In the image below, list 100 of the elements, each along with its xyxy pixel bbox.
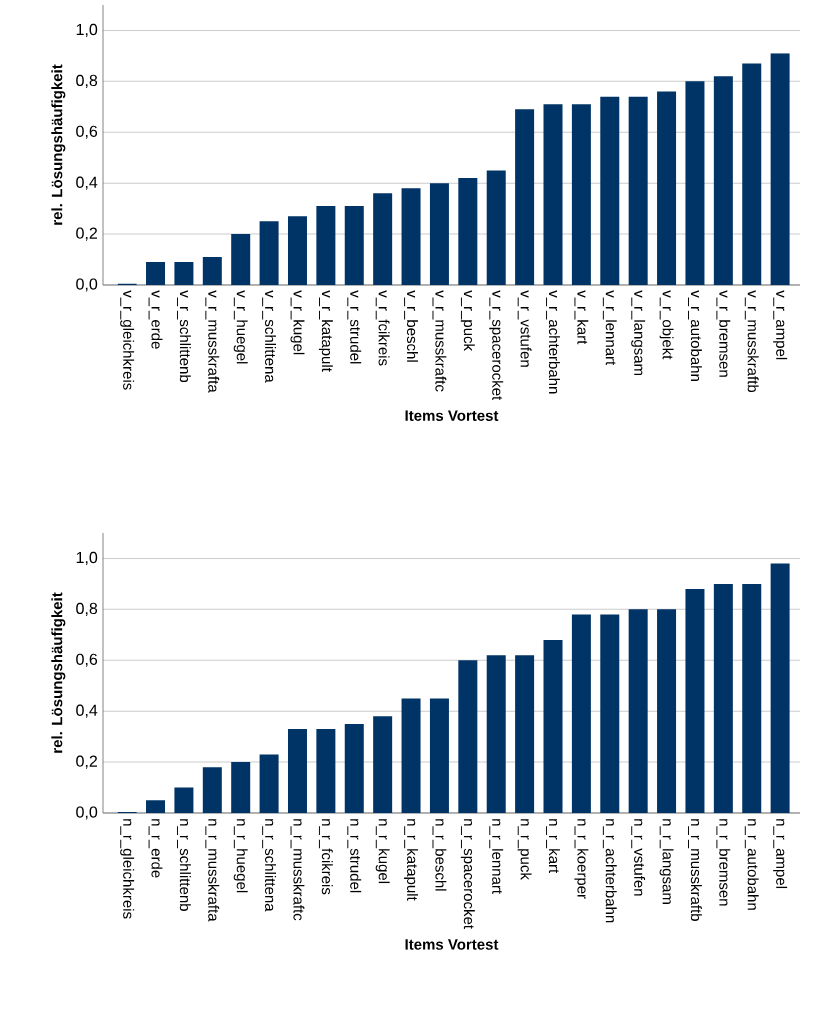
x-tick-label: v_r_musskrafta — [205, 290, 220, 393]
bar — [515, 109, 535, 285]
x-tick-label: n_r_huegel — [233, 819, 248, 893]
x-tick-label: v_r_lennart — [602, 290, 617, 366]
x-tick-label: n_r_schlittena — [262, 819, 277, 912]
x-tick-label: v_r_kugel — [290, 290, 305, 355]
x-tick-label: v_r_schlittenb — [176, 290, 191, 383]
bar — [316, 729, 336, 813]
x-tick-label: n_r_puck — [517, 819, 532, 880]
x-tick-label: n_r_kart — [546, 819, 560, 874]
x-axis-title: Items Vortest — [405, 410, 499, 421]
x-tick-label: n_r_musskraftb — [688, 819, 702, 921]
bar — [174, 787, 194, 813]
bar — [344, 206, 364, 285]
bar — [685, 81, 705, 285]
bar — [202, 767, 222, 813]
x-tick-label: v_r_fcikreis — [375, 290, 390, 366]
y-tick-label: 0,8 — [76, 602, 98, 616]
x-tick-label: v_r_puck — [460, 290, 475, 352]
x-tick-label: n_r_koerper — [574, 819, 589, 899]
bar — [287, 216, 307, 285]
x-tick-label: v_r_musskraftb — [744, 290, 759, 393]
bar — [742, 583, 762, 813]
y-tick-label: 0,0 — [76, 806, 98, 820]
x-tick-label: v_r_musskraftc — [432, 290, 447, 392]
bar — [259, 754, 279, 813]
bar — [231, 234, 251, 285]
x-tick-label: n_r_autobahn — [744, 819, 759, 910]
x-tick-label: n_r_achterbahn — [602, 819, 617, 923]
x-tick-label: v_r_huegel — [233, 290, 248, 364]
bar — [515, 655, 535, 813]
bar — [685, 588, 705, 813]
y-axis-title: rel. Lösungshäufigkeit — [51, 64, 66, 225]
bar — [316, 206, 336, 285]
x-tick-label: v_r_beschl — [404, 290, 418, 362]
bar — [543, 639, 563, 813]
bar — [628, 609, 648, 813]
x-tick-label: v_r_bremsen — [716, 290, 731, 377]
x-tick-label: v_r_langsam — [631, 290, 646, 376]
bar — [373, 193, 393, 285]
bar — [344, 723, 364, 813]
x-tick-label: n_r_erde — [148, 819, 163, 878]
x-tick-label: n_r_bremsen — [716, 819, 731, 906]
x-tick-label: n_r_fcikreis — [318, 819, 333, 895]
x-tick-label: n_r_musskrafta — [205, 819, 220, 922]
bar — [657, 91, 677, 285]
x-tick-label: v_r_schlittena — [262, 290, 277, 383]
y-tick-label: 0,4 — [76, 704, 98, 718]
bar — [657, 609, 677, 813]
bar — [543, 104, 563, 285]
bar — [373, 716, 393, 813]
bar — [770, 563, 790, 813]
x-tick-label: v_r_achterbahn — [546, 290, 560, 394]
x-tick-label: v_r_gleichkreis — [120, 290, 135, 390]
x-tick-label: n_r_kugel — [375, 819, 390, 884]
y-tick-label: 0,0 — [76, 278, 98, 292]
bar — [600, 614, 620, 813]
y-tick-label: 1,0 — [76, 23, 98, 38]
bar — [713, 76, 733, 285]
bar — [742, 63, 762, 285]
bar — [571, 104, 591, 285]
x-tick-label: n_r_strudel — [347, 819, 362, 893]
y-axis-title: rel. Lösungshäufigkeit — [51, 592, 66, 753]
bar — [202, 256, 222, 285]
bar — [287, 729, 307, 813]
bar — [231, 762, 251, 813]
bar — [146, 262, 166, 285]
y-tick-label: 0,2 — [76, 755, 97, 769]
bar — [770, 53, 790, 285]
x-axis-title: Items Vortest — [405, 939, 499, 950]
bar — [259, 221, 279, 285]
bar — [600, 96, 620, 285]
x-tick-label: n_r_schlittenb — [176, 819, 191, 911]
x-tick-label: n_r_gleichkreis — [120, 819, 135, 919]
y-tick-label: 0,4 — [76, 176, 98, 190]
x-tick-label: v_r_strudel — [347, 290, 362, 364]
x-tick-label: v_r_autobahn — [688, 290, 702, 381]
x-tick-label: n_r_katapult — [404, 819, 419, 901]
x-tick-label: v_r_spacerocket — [489, 290, 504, 401]
x-tick-label: v_r_objekt — [659, 290, 674, 360]
x-tick-label: v_r_vstufen — [517, 290, 532, 367]
bar — [486, 655, 506, 813]
y-tick-label: 0,2 — [76, 227, 97, 241]
x-tick-label: v_r_katapult — [318, 290, 333, 372]
bar — [146, 800, 166, 813]
bar — [174, 262, 194, 285]
bar — [628, 96, 648, 285]
bar — [458, 178, 478, 285]
bar — [429, 183, 449, 285]
bar — [401, 188, 421, 285]
x-tick-label: v_r_erde — [148, 290, 163, 349]
bar — [713, 583, 733, 813]
bar — [401, 698, 421, 813]
y-tick-label: 0,6 — [76, 125, 98, 139]
x-tick-label: n_r_musskraftc — [290, 819, 305, 921]
x-tick-label: n_r_beschl — [432, 819, 447, 891]
bar — [429, 698, 449, 813]
y-tick-label: 1,0 — [76, 551, 98, 566]
x-tick-label: n_r_langsam — [659, 819, 674, 904]
x-tick-label: v_r_ampel — [773, 290, 788, 360]
